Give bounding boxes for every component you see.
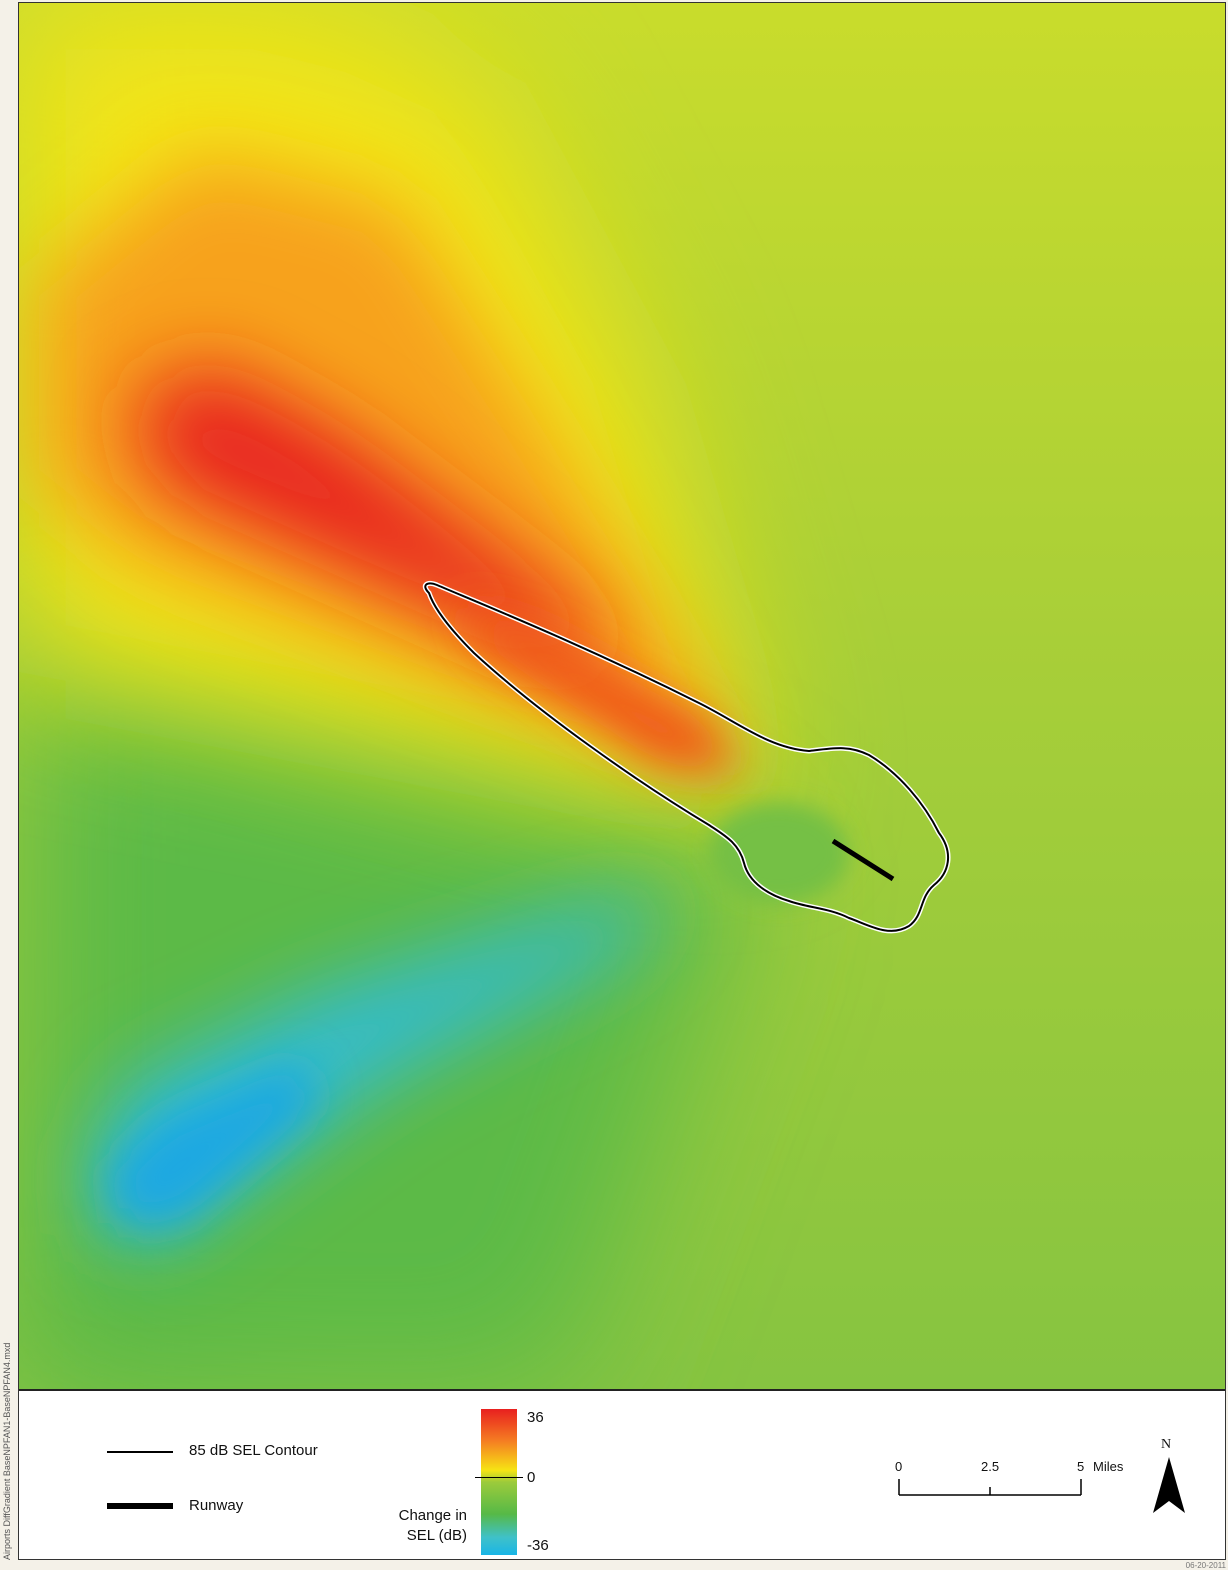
map-date-note: 06-20-2011 bbox=[1185, 1561, 1226, 1570]
north-label: N bbox=[1161, 1437, 1172, 1452]
runway-legend-label: Runway bbox=[189, 1497, 244, 1514]
colorbar-zero-tick bbox=[475, 1477, 523, 1478]
sel-contour bbox=[424, 582, 950, 932]
legend-panel: 85 dB SEL Contour Runway 36 0 -36 Change… bbox=[19, 1389, 1225, 1559]
scale-tick-5: 5 bbox=[1077, 1459, 1085, 1474]
colorbar-mid-label: 0 bbox=[527, 1469, 536, 1486]
noise-map[interactable] bbox=[19, 3, 1225, 1389]
colorbar-min-label: -36 bbox=[527, 1537, 549, 1554]
colorbar-title-line2: SEL (dB) bbox=[406, 1527, 467, 1544]
contour-legend-label: 85 dB SEL Contour bbox=[189, 1442, 318, 1459]
map-frame: 85 dB SEL Contour Runway 36 0 -36 Change… bbox=[18, 2, 1226, 1560]
scale-unit: Miles bbox=[1093, 1459, 1124, 1474]
north-arrow-icon bbox=[1153, 1457, 1185, 1513]
scale-tick-0: 0 bbox=[895, 1459, 903, 1474]
airport-green-patch bbox=[709, 803, 849, 903]
runway-legend-line bbox=[107, 1503, 173, 1509]
colorbar bbox=[481, 1409, 517, 1555]
noise-map-canvas bbox=[19, 3, 1225, 1389]
runway bbox=[831, 838, 895, 882]
scale-bar bbox=[898, 1479, 1082, 1496]
red-zone bbox=[129, 363, 619, 653]
orange-red-core bbox=[459, 603, 739, 773]
colorbar-title-line1: Change in bbox=[398, 1507, 467, 1524]
contour-legend-line bbox=[107, 1451, 173, 1453]
map-file-note: Airports DiffGradient BaseNPFAN1-BaseNPF… bbox=[2, 1342, 12, 1560]
scale-tick-2-5: 2.5 bbox=[981, 1459, 1000, 1474]
colorbar-max-label: 36 bbox=[527, 1409, 544, 1426]
blue-core bbox=[109, 1063, 319, 1223]
